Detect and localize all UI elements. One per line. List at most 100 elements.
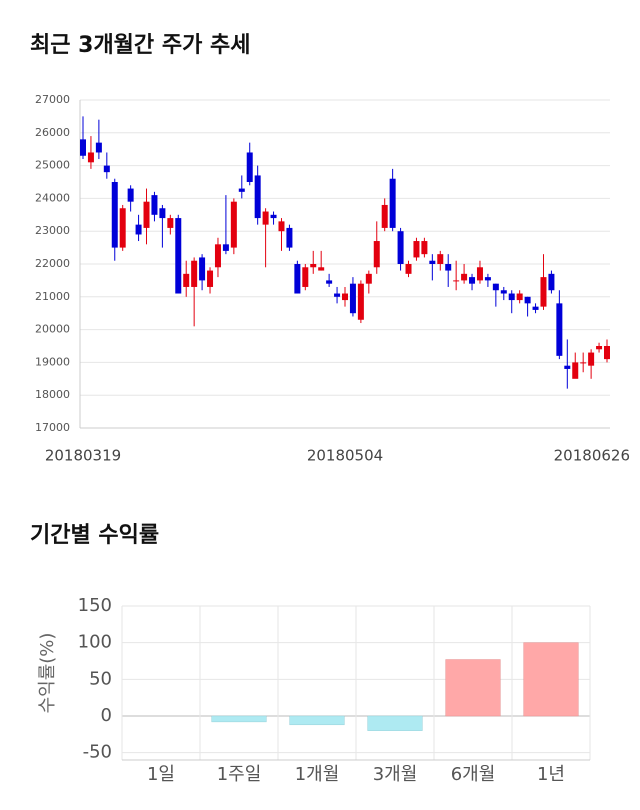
candle-body bbox=[556, 303, 563, 356]
candle-body bbox=[540, 277, 547, 307]
candle-body bbox=[222, 244, 229, 251]
candle-body bbox=[127, 188, 134, 202]
candle-body bbox=[230, 201, 237, 248]
bar bbox=[523, 642, 579, 717]
candle-body bbox=[135, 224, 142, 235]
y-tick-label: 20000 bbox=[35, 323, 70, 336]
x-tick-label: 20180504 bbox=[307, 447, 383, 465]
candle-body bbox=[246, 152, 253, 182]
candle-body bbox=[175, 218, 182, 294]
candle-body bbox=[381, 204, 388, 228]
chart-title: 기간별 수익률 bbox=[30, 523, 159, 548]
candle-body bbox=[453, 280, 460, 282]
x-tick-label: 1일 bbox=[147, 764, 175, 785]
candle-body bbox=[548, 273, 555, 291]
candle-body bbox=[199, 257, 206, 281]
candle-body bbox=[302, 267, 309, 287]
candle-body bbox=[564, 365, 571, 369]
y-tick-label: 24000 bbox=[35, 191, 70, 204]
y-tick-label: 19000 bbox=[35, 355, 70, 368]
bar bbox=[367, 715, 423, 731]
x-tick-label: 1년 bbox=[537, 764, 565, 785]
y-axis-label: 수익률(%) bbox=[37, 633, 58, 714]
candle-body bbox=[405, 264, 412, 274]
y-tick-label: 0 bbox=[101, 705, 112, 726]
candle-body bbox=[389, 178, 396, 228]
candle-body bbox=[588, 352, 595, 366]
candle-body bbox=[421, 241, 428, 255]
candle-body bbox=[342, 293, 348, 301]
x-tick-label: 6개월 bbox=[451, 764, 496, 785]
candle-body bbox=[413, 241, 420, 258]
candle-body bbox=[151, 195, 158, 215]
y-tick-label: 50 bbox=[89, 668, 112, 689]
y-tick-label: 26000 bbox=[35, 126, 70, 139]
bar bbox=[289, 715, 345, 726]
candle-body bbox=[159, 208, 166, 219]
y-tick-label: 18000 bbox=[35, 388, 70, 401]
y-tick-label: 21000 bbox=[35, 290, 70, 303]
y-tick-label: 17000 bbox=[35, 421, 70, 434]
y-tick-label: -50 bbox=[83, 742, 112, 763]
y-tick-label: 100 bbox=[78, 632, 112, 653]
x-tick-label: 3개월 bbox=[373, 764, 418, 785]
candle-body bbox=[95, 142, 102, 153]
y-tick-label: 25000 bbox=[35, 159, 70, 172]
candle-body bbox=[349, 283, 356, 314]
y-tick-label: 27000 bbox=[35, 93, 70, 106]
candle-body bbox=[207, 270, 214, 287]
y-tick-label: 23000 bbox=[35, 224, 70, 237]
candle-body bbox=[294, 264, 301, 294]
candle-body bbox=[143, 201, 150, 228]
candle-body bbox=[111, 182, 118, 248]
candle-body bbox=[326, 280, 333, 284]
candle-body bbox=[262, 211, 269, 225]
x-tick-label: 20180319 bbox=[45, 447, 121, 465]
candle-body bbox=[484, 277, 491, 281]
bar bbox=[211, 715, 267, 723]
candle-body bbox=[604, 346, 610, 360]
candle-body bbox=[492, 283, 499, 291]
candle-body bbox=[516, 293, 523, 301]
candle-body bbox=[437, 254, 444, 264]
y-tick-label: 150 bbox=[78, 595, 112, 616]
candle-body bbox=[191, 260, 198, 287]
candle-body bbox=[87, 152, 94, 163]
candle-body bbox=[238, 188, 245, 192]
candle-body bbox=[500, 290, 507, 294]
candle-body bbox=[445, 264, 452, 271]
x-tick-label: 1주일 bbox=[217, 764, 262, 785]
candle-body bbox=[429, 260, 436, 264]
candle-body bbox=[214, 244, 221, 268]
y-tick-label: 22000 bbox=[35, 257, 70, 270]
candle-body bbox=[524, 296, 531, 304]
candle-body bbox=[183, 273, 190, 287]
candle-body bbox=[373, 241, 380, 268]
candle-body bbox=[508, 293, 515, 301]
candle-body bbox=[476, 267, 483, 281]
candle-body bbox=[119, 208, 126, 248]
candle-body bbox=[254, 175, 261, 219]
candle-body bbox=[310, 264, 317, 268]
candle-body bbox=[461, 273, 468, 281]
candle-body bbox=[596, 346, 603, 350]
chart-title: 최근 3개월간 주가 추세 bbox=[30, 33, 250, 58]
candle-body bbox=[572, 362, 579, 379]
candle-body bbox=[80, 139, 86, 156]
candle-body bbox=[532, 306, 539, 310]
candle-body bbox=[357, 283, 364, 320]
candle-body bbox=[167, 218, 174, 228]
candle-body bbox=[270, 214, 277, 219]
candle-body bbox=[103, 165, 110, 173]
candle-body bbox=[469, 277, 476, 284]
x-tick-label: 1개월 bbox=[295, 764, 340, 785]
candle-body bbox=[278, 221, 285, 232]
candle-body bbox=[334, 293, 341, 297]
candle-body bbox=[365, 273, 372, 284]
candle-body bbox=[318, 267, 325, 271]
bar bbox=[445, 659, 501, 717]
x-tick-label: 20180626 bbox=[554, 447, 630, 465]
candle-body bbox=[397, 231, 404, 264]
candle-body bbox=[580, 362, 587, 364]
